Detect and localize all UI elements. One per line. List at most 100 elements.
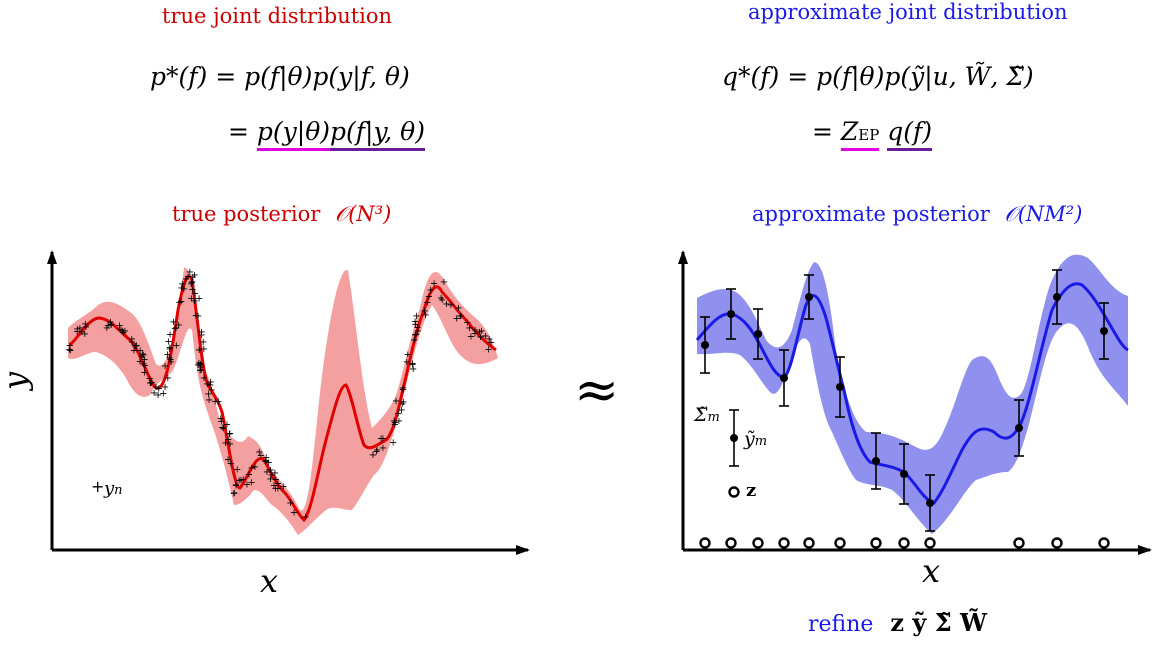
observation-marker: + (286, 498, 294, 509)
observation-marker: + (82, 322, 90, 333)
observation-marker: + (139, 359, 147, 370)
observation-marker: + (66, 341, 74, 352)
observation-marker: + (177, 297, 185, 308)
observation-marker: + (132, 341, 140, 352)
observation-marker: + (166, 344, 174, 355)
observation-marker: + (128, 334, 136, 345)
observation-marker: + (235, 476, 243, 487)
observation-marker: + (391, 418, 399, 429)
observation-marker: + (271, 468, 279, 479)
observation-marker: + (150, 388, 158, 399)
left-data-legend-sub: n (114, 483, 123, 498)
observation-marker: + (411, 317, 419, 328)
pseudo-obs-dot (900, 470, 908, 478)
observation-marker: + (414, 326, 422, 337)
refine-row: refine z ỹ Σ̃ W̃ (808, 608, 987, 637)
observation-marker: + (425, 291, 433, 302)
right-x-axis-label: x (922, 552, 941, 590)
observation-marker: + (430, 278, 438, 289)
pseudo-obs-dot (727, 310, 735, 318)
observation-marker: + (81, 329, 89, 340)
observation-marker: + (103, 323, 111, 334)
observation-marker: + (398, 399, 406, 410)
observation-marker: + (117, 325, 125, 336)
observation-marker: + (191, 289, 199, 300)
left-heading: true joint distribution (162, 4, 393, 28)
observation-marker: + (199, 337, 207, 348)
observation-marker: + (420, 306, 428, 317)
observation-marker: + (221, 438, 229, 449)
observation-marker: + (171, 324, 179, 335)
observation-marker: + (206, 380, 214, 391)
observation-marker: + (301, 512, 309, 523)
observation-marker: + (456, 311, 464, 322)
observation-marker: + (187, 279, 195, 290)
observation-marker: + (232, 480, 240, 491)
observation-marker: + (175, 297, 183, 308)
observation-marker: + (227, 459, 235, 470)
observation-marker: + (379, 434, 387, 445)
observation-marker: + (172, 323, 180, 334)
observation-marker: + (196, 366, 204, 377)
observation-marker: + (207, 385, 215, 396)
observation-marker: + (266, 465, 274, 476)
inducing-point-circle (803, 537, 815, 549)
observation-marker: + (188, 278, 196, 289)
observation-marker: + (257, 451, 265, 462)
observation-marker: + (411, 330, 419, 341)
left-uncertainty-band (68, 267, 498, 535)
inducing-point-circle (1051, 537, 1063, 549)
observation-marker: + (192, 310, 200, 321)
observation-marker: + (188, 285, 196, 296)
left-complexity: 𝒪(N³) (334, 202, 392, 226)
observation-marker: + (161, 382, 169, 393)
inducing-point-circle (924, 537, 936, 549)
zep-sub: EP (858, 126, 880, 144)
observation-marker: + (164, 337, 172, 348)
observation-marker: + (440, 277, 448, 288)
left-posterior-label: true posterior (172, 202, 321, 226)
observation-marker: + (255, 447, 263, 458)
observation-marker: + (442, 299, 450, 310)
observation-marker: + (408, 358, 416, 369)
left-posterior-title: true posterior 𝒪(N³) (172, 202, 391, 227)
observation-marker: + (395, 416, 403, 427)
observation-marker: + (263, 467, 271, 478)
observation-marker: + (166, 329, 174, 340)
sigma-legend-symbol: Σ̃ (694, 404, 708, 426)
observation-marker: + (147, 378, 155, 389)
observation-marker: + (146, 378, 154, 389)
observation-marker: + (372, 447, 380, 458)
observation-marker: + (390, 416, 398, 427)
observation-marker: + (225, 429, 233, 440)
pseudo-obs-dot (836, 383, 844, 391)
observation-marker: + (266, 474, 274, 485)
observation-marker: + (397, 405, 405, 416)
left-data-legend: yn (104, 478, 123, 499)
observation-marker: + (107, 320, 115, 331)
observation-marker: + (271, 484, 279, 495)
observation-marker: + (217, 414, 225, 425)
observation-marker: + (373, 445, 381, 456)
observation-marker: + (423, 298, 431, 309)
observation-marker: + (437, 293, 445, 304)
observation-marker: + (217, 417, 225, 428)
inducing-point-circle (870, 537, 882, 549)
observation-marker: + (410, 335, 418, 346)
observation-marker: + (399, 385, 407, 396)
observation-marker: + (104, 320, 112, 331)
observation-marker: + (197, 365, 205, 376)
left-eq2-evidence-term: p(y|θ) (256, 117, 331, 151)
observation-marker: + (377, 434, 385, 445)
observation-marker: + (159, 389, 167, 400)
pseudo-obs-dot (1100, 327, 1108, 335)
observation-marker: + (115, 321, 123, 332)
inducing-point-circle (834, 537, 846, 549)
observation-marker: + (139, 350, 147, 361)
observation-marker: + (190, 270, 198, 281)
observation-marker: + (412, 311, 420, 322)
observation-marker: + (427, 285, 435, 296)
observation-marker: + (218, 422, 226, 433)
right-eq2-q-term: q(f) (887, 117, 933, 151)
pseudo-obs-dot (754, 330, 762, 338)
